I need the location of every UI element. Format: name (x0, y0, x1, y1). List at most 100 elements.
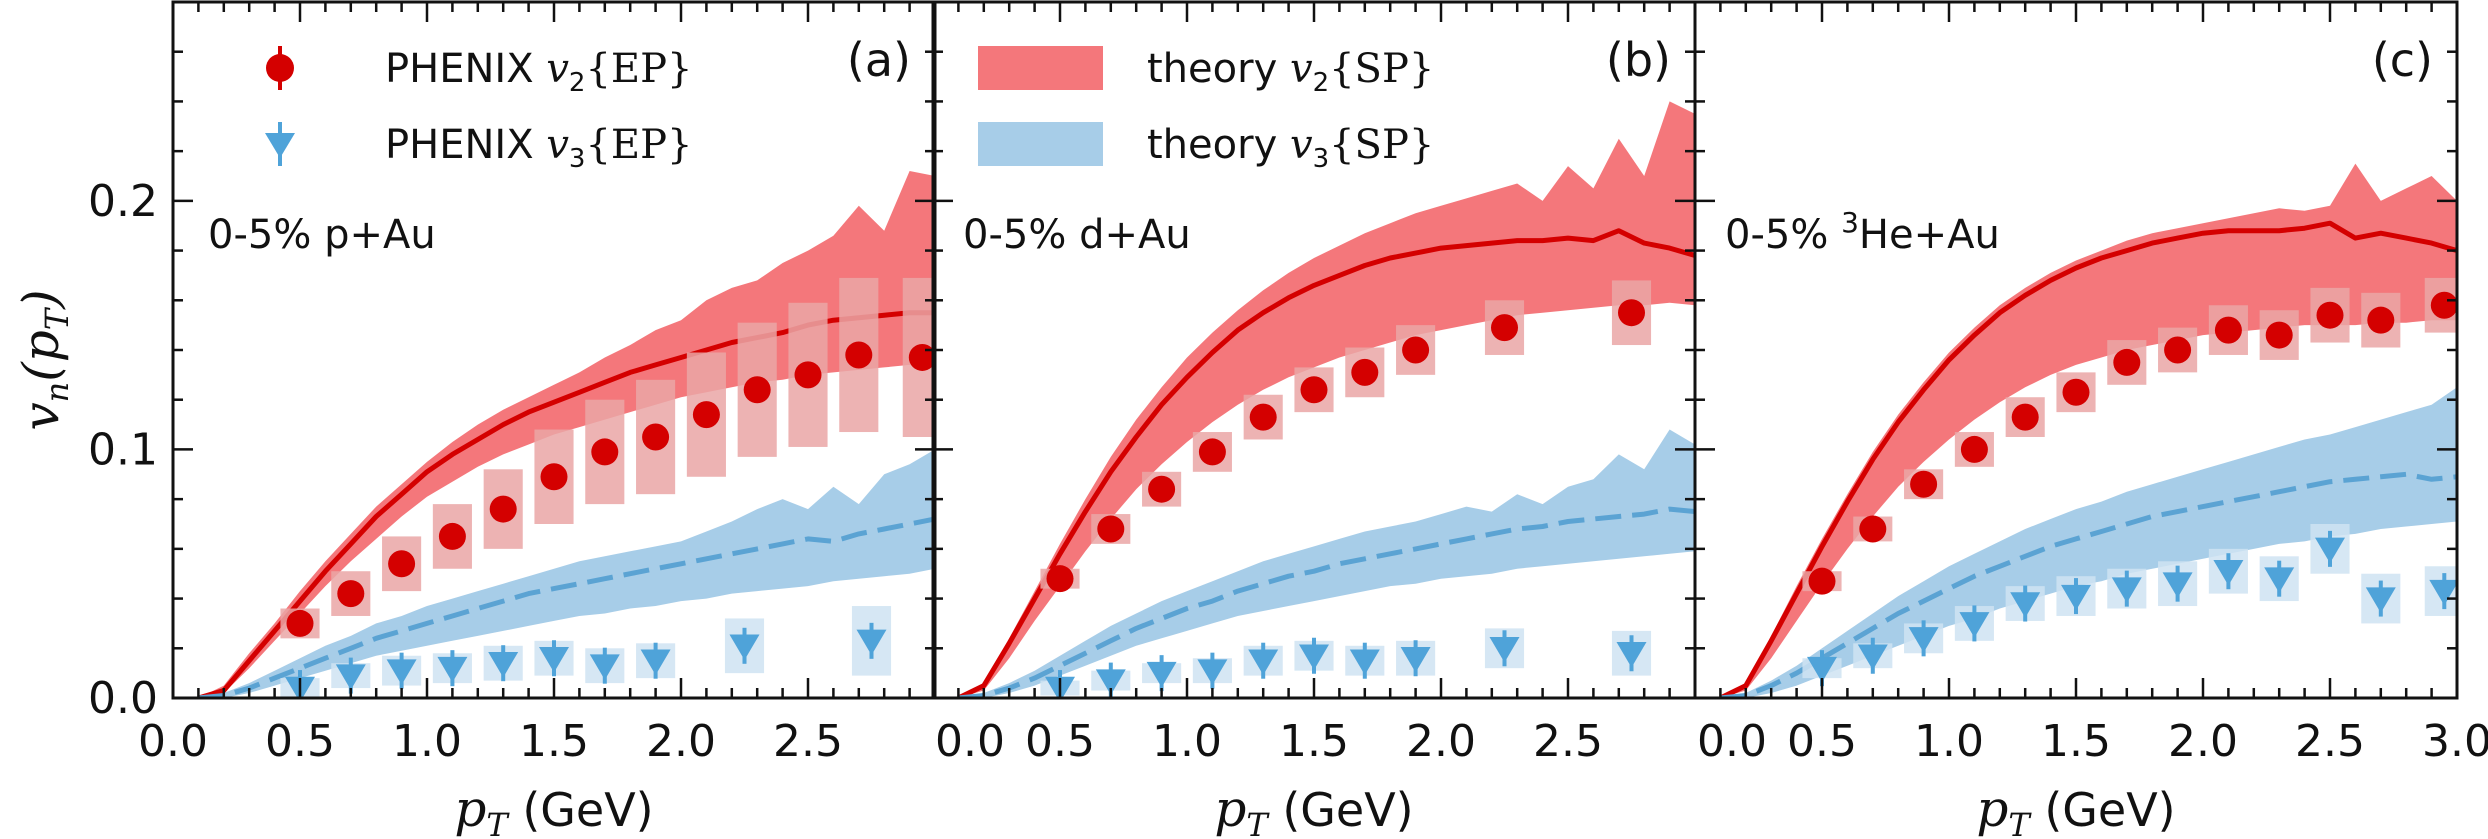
v2-data-point (1491, 314, 1518, 342)
legend-suffix: {SP} (1329, 46, 1434, 92)
panel-1: 0.0 0.5 1.0 1.5 2.0 2.5 (b) 0-5% d+Au pT (GeV) (931, 0, 1697, 839)
v3-data-point (1095, 669, 1126, 695)
v2-theory-band (958, 101, 1695, 698)
v3-theory-line (958, 506, 1695, 698)
x-axis-title-symbol: p (454, 780, 486, 838)
plot-area (1719, 163, 2457, 698)
v2-data-point (337, 580, 365, 608)
v2-theory-line (1719, 220, 2457, 698)
v2-data-point (1618, 299, 1645, 327)
v3-data-point (488, 651, 519, 678)
v2-data-point (540, 463, 568, 491)
v2-data-point (2113, 348, 2141, 376)
v3-data-point (1299, 644, 1329, 670)
x-axis-title-symbol: p (1214, 780, 1246, 838)
legend-prefix: PHENIX (385, 46, 546, 92)
v2-data-point (1960, 435, 1988, 463)
legend-subscript: 3 (1313, 144, 1330, 174)
v3-data-point (1248, 649, 1279, 675)
v3-data-point (729, 634, 760, 661)
x-tick-label: 0.0 (138, 716, 208, 767)
v3-data-point (437, 656, 468, 683)
y-axis-title-close: ) (12, 289, 70, 310)
legend-v2-marker (266, 54, 294, 82)
x-tick-label: 2.0 (1406, 716, 1476, 767)
x-tick-label: 1.5 (519, 716, 589, 767)
x-tick-label: 0.5 (265, 716, 335, 767)
plot-area (197, 171, 935, 698)
x-axis-title-units: (GeV) (1268, 783, 1414, 837)
x-tick-label: 0.5 (1787, 716, 1857, 767)
v3-data-point (1400, 646, 1431, 673)
v3-data-point (2429, 579, 2457, 606)
system-label: 0-5% p+Au (208, 212, 436, 258)
v2-data-point (1046, 565, 1074, 593)
v2-theory-line (957, 228, 1695, 698)
x-tick-label: 0.0 (1697, 716, 1767, 767)
x-tick-label: 3.0 (2422, 716, 2488, 767)
y-tick-label: 0.1 (88, 424, 158, 475)
legend-suffix: {EP} (585, 46, 692, 92)
legend-theory-label-v3: theory v3{SP} (1147, 122, 1434, 174)
v2-data-point (2316, 301, 2344, 329)
v2-theory-band (1720, 163, 2457, 698)
v2-data-point (692, 401, 720, 429)
v2-data-point (642, 423, 670, 451)
panel-0: 0.0 0.5 1.0 1.5 2.0 2.5 (a) 0-5% p+Au pT (GeV) (138, 0, 937, 839)
v2-data-point (438, 522, 466, 550)
x-axis-title-subscript: T (486, 806, 510, 839)
v3-data-point (1146, 661, 1177, 688)
x-axis-title-subscript: T (2008, 806, 2032, 839)
x-tick-label: 1.0 (1152, 716, 1222, 767)
v2-data-point (1910, 470, 1938, 498)
x-tick-label: 0.0 (935, 716, 1005, 767)
system-label: 0-5% d+Au (963, 212, 1191, 258)
v2-data-point (1300, 376, 1328, 404)
v2-data-point (743, 376, 771, 404)
system-label-prefix: 0-5% (208, 212, 324, 258)
x-tick-label: 1.5 (1279, 716, 1349, 767)
v3-data-point (856, 629, 887, 656)
v3-data-point (2162, 572, 2193, 598)
legend-symbol: v (546, 46, 569, 92)
y-axis-title-symbol: v (12, 402, 70, 430)
x-tick-label: 1.0 (392, 716, 462, 767)
y-tick-label: 0.2 (88, 176, 158, 227)
system-label-prefix: 0-5% (963, 212, 1079, 258)
legend-prefix: PHENIX (385, 122, 546, 168)
v2-data-point (286, 609, 314, 637)
panel-label: (a) (847, 33, 911, 87)
x-axis-title: pT (GeV) (1214, 780, 1413, 839)
v2-data-point (1859, 515, 1887, 543)
legend-suffix: {EP} (585, 122, 692, 168)
system-label-prefix: 0-5% (1725, 212, 1841, 258)
v2-data-point (2430, 291, 2457, 319)
legend-label-v2: PHENIX v2{EP} (385, 46, 692, 98)
legend-symbol: v (546, 122, 569, 168)
v3-theory-line (1720, 471, 2457, 698)
x-axis-title-units: (GeV) (508, 783, 654, 837)
v2-data-point (2214, 316, 2242, 344)
y-axis-title-subscript: n (38, 382, 76, 403)
legend-symbol: v (1290, 122, 1313, 168)
v3-data-point (1616, 642, 1647, 668)
legend-prefix: theory (1147, 122, 1290, 168)
v2-data-point (489, 495, 517, 523)
v2-data-point (845, 341, 873, 369)
y-axis-title-subscript-2: T (38, 306, 76, 330)
v3-data-point (1908, 627, 1939, 653)
system-label-system: He+Au (1859, 212, 2000, 258)
v3-data-point (589, 654, 620, 680)
x-tick-label: 2.5 (773, 716, 843, 767)
v2-data-point (1808, 567, 1836, 595)
plot-area (957, 101, 1695, 698)
v2-data-point (2062, 378, 2090, 406)
x-axis-title-units: (GeV) (2030, 783, 2176, 837)
x-axis-title: pT (GeV) (454, 780, 653, 839)
v3-data-point (1959, 612, 1990, 638)
v3-data-point (2213, 559, 2244, 586)
x-tick-label: 2.5 (1533, 716, 1603, 767)
x-axis-title-subscript: T (1246, 806, 1270, 839)
y-axis-title-group: vn(pT) (12, 289, 76, 430)
v2-data-point (388, 550, 416, 578)
